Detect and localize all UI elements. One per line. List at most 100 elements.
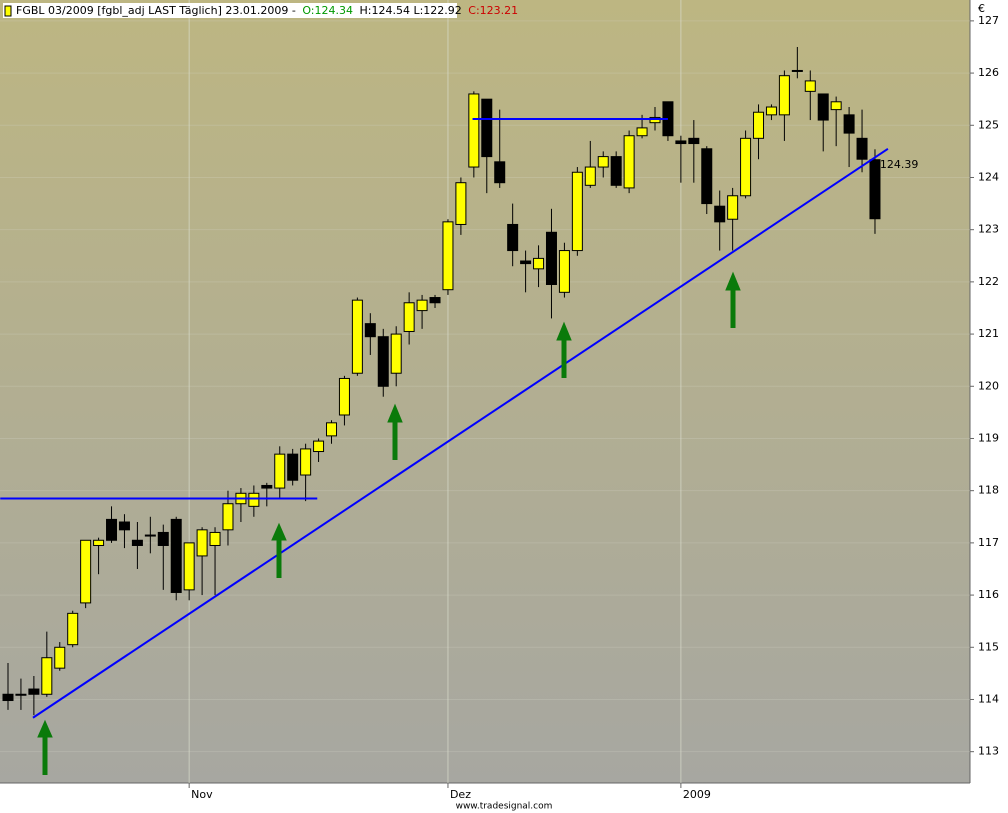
candle-body (558, 250, 570, 293)
candle-body (313, 440, 325, 453)
candle-body (740, 137, 752, 197)
candle-body (869, 159, 881, 220)
arrow (725, 271, 741, 328)
candle-body (41, 657, 53, 695)
candle-body (144, 534, 156, 537)
candle-body (183, 542, 195, 591)
candle-body (118, 521, 130, 531)
currency-label: € (978, 2, 985, 15)
header-icon (4, 5, 12, 17)
header-open: O:124.34 (302, 4, 353, 17)
header: FGBL 03/2009 [fgbl_adj LAST Täglich] 23.… (16, 4, 518, 17)
candle-body (196, 529, 208, 557)
x-tick-label: 2009 (683, 788, 711, 801)
y-tick-label: 122 (978, 275, 999, 288)
y-tick-label: 124 (978, 170, 999, 183)
candle-body (170, 518, 182, 593)
candle-body (338, 377, 350, 416)
candle-body (778, 75, 790, 116)
candle-body (377, 336, 389, 387)
candle-body (817, 93, 829, 121)
candle-body (326, 422, 337, 437)
candle-body (67, 612, 79, 646)
candle-body (765, 106, 777, 116)
candle-body (843, 114, 855, 134)
x-tick-label: Nov (191, 788, 213, 801)
candle-body (675, 140, 687, 145)
candle-body (80, 539, 92, 604)
candle-body (261, 484, 273, 489)
arrow (271, 522, 287, 578)
y-tick-label: 120 (978, 379, 999, 392)
candle-body (15, 693, 27, 696)
candle-body (830, 101, 842, 111)
y-tick-label: 118 (978, 484, 999, 497)
trend-annotation: 124.39 (880, 158, 919, 171)
candle-body (791, 69, 803, 72)
candle-body (571, 171, 583, 252)
y-tick-label: 117 (978, 536, 999, 549)
candle-body (274, 453, 286, 489)
candle-body (649, 116, 661, 124)
y-tick-label: 119 (978, 431, 999, 444)
candle-body (403, 302, 415, 332)
arrow (37, 719, 53, 775)
header-high-low: H:124.54 L:122.92 (359, 4, 461, 17)
candle-body (442, 221, 454, 291)
y-tick-label: 121 (978, 327, 999, 340)
candle-body (300, 448, 312, 476)
y-tick-label: 116 (978, 588, 999, 601)
candle-body (856, 137, 868, 160)
candle-body (2, 693, 14, 702)
arrow (556, 321, 572, 378)
candle-body (727, 195, 739, 220)
candle-body (636, 127, 648, 137)
candle-body (54, 646, 66, 669)
x-tick-label: Dez (450, 788, 471, 801)
candle-body (157, 531, 169, 546)
y-tick-label: 127 (978, 14, 999, 27)
candle-body (351, 299, 363, 374)
y-tick-label: 114 (978, 692, 999, 705)
candle-body (390, 333, 402, 374)
candle-body (287, 453, 299, 481)
y-tick-label: 123 (978, 223, 999, 236)
candle-body (701, 148, 713, 205)
candle-body (28, 688, 40, 695)
candle-body (494, 161, 506, 184)
y-tick-label: 113 (978, 745, 999, 758)
candle-body (753, 111, 765, 139)
candle-body (222, 503, 234, 531)
trend-line (32, 147, 889, 719)
candle-body (507, 223, 519, 252)
arrow (387, 403, 403, 460)
candle-body (248, 492, 260, 507)
y-tick-label: 126 (978, 66, 999, 79)
candle-body (714, 205, 726, 223)
candle-body (610, 156, 622, 186)
candle-body (106, 518, 118, 541)
candle-body (481, 98, 493, 158)
header-title: FGBL 03/2009 [fgbl_adj LAST Täglich] 23.… (16, 4, 296, 17)
candle-body (468, 93, 480, 168)
candle-body (455, 182, 467, 225)
candle-body (597, 156, 609, 168)
candle-body (584, 166, 596, 186)
header-box (3, 3, 457, 18)
header-close: C:123.21 (468, 4, 518, 17)
candle-body (93, 539, 105, 546)
candle-body (545, 231, 557, 285)
candle-body (131, 539, 143, 546)
y-tick-label: 125 (978, 118, 999, 131)
candle-body (688, 137, 700, 145)
arrows (37, 271, 741, 775)
candle-body (416, 299, 428, 312)
y-tick-label: 115 (978, 640, 999, 653)
candle-body (520, 260, 532, 265)
candle-body (364, 323, 376, 338)
candle-body (429, 297, 441, 304)
candle-body (804, 80, 816, 92)
candle-body (533, 257, 545, 270)
